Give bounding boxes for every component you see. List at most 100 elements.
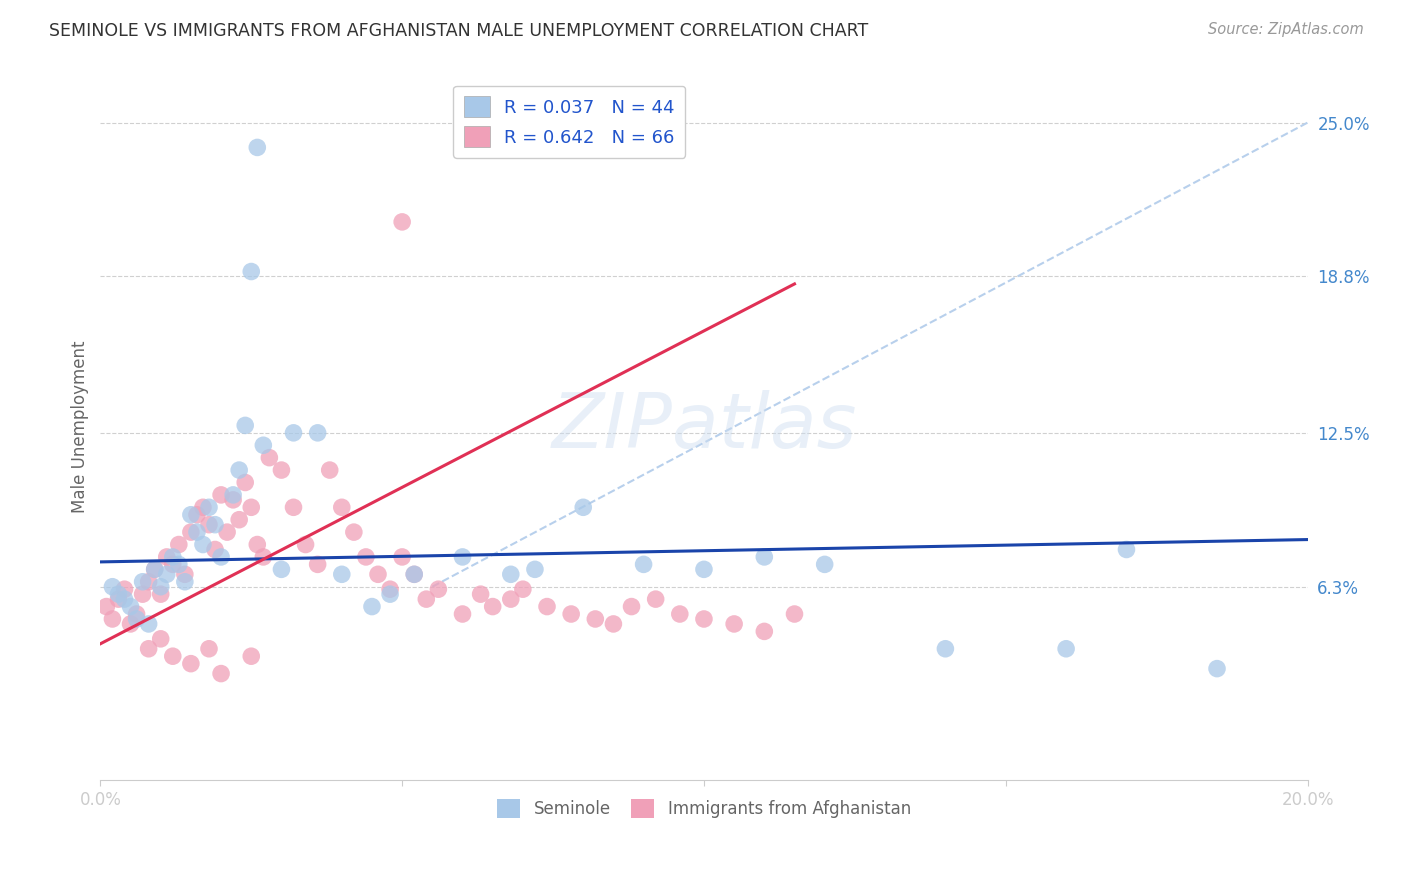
Point: [246, 537, 269, 551]
Point: [180, 508, 202, 522]
Point: [367, 567, 389, 582]
Point: [404, 567, 426, 582]
Point: [222, 488, 245, 502]
Point: [191, 500, 214, 515]
Point: [101, 580, 124, 594]
Point: [512, 582, 534, 597]
Point: [209, 666, 232, 681]
Point: [343, 525, 366, 540]
Point: [934, 641, 956, 656]
Point: [391, 215, 413, 229]
Point: [162, 649, 184, 664]
Point: [209, 549, 232, 564]
Point: [391, 549, 413, 564]
Point: [560, 607, 582, 621]
Point: [96, 599, 118, 614]
Point: [186, 508, 208, 522]
Point: [620, 599, 643, 614]
Point: [222, 492, 245, 507]
Point: [536, 599, 558, 614]
Point: [180, 525, 202, 540]
Point: [198, 517, 221, 532]
Point: [114, 592, 136, 607]
Point: [233, 475, 256, 490]
Point: [270, 463, 292, 477]
Point: [330, 500, 353, 515]
Point: [404, 567, 426, 582]
Point: [283, 425, 305, 440]
Point: [107, 587, 129, 601]
Point: [138, 616, 160, 631]
Point: [246, 140, 269, 154]
Point: [138, 641, 160, 656]
Point: [240, 649, 263, 664]
Point: [228, 463, 250, 477]
Point: [307, 558, 329, 572]
Point: [252, 549, 274, 564]
Point: [204, 542, 226, 557]
Point: [378, 587, 401, 601]
Point: [131, 587, 153, 601]
Point: [240, 500, 263, 515]
Point: [107, 592, 129, 607]
Point: [120, 616, 142, 631]
Point: [723, 616, 745, 631]
Point: [1206, 662, 1229, 676]
Point: [259, 450, 281, 465]
Point: [499, 592, 522, 607]
Point: [283, 500, 305, 515]
Point: [307, 425, 329, 440]
Point: [217, 525, 239, 540]
Point: [693, 612, 716, 626]
Point: [138, 574, 160, 589]
Point: [1115, 542, 1137, 557]
Point: [633, 558, 655, 572]
Point: [1054, 641, 1077, 656]
Point: [294, 537, 316, 551]
Point: [754, 549, 776, 564]
Point: [173, 567, 195, 582]
Point: [415, 592, 437, 607]
Point: [125, 612, 148, 626]
Point: [156, 567, 179, 582]
Legend: Seminole, Immigrants from Afghanistan: Seminole, Immigrants from Afghanistan: [491, 792, 918, 825]
Point: [451, 607, 474, 621]
Text: Source: ZipAtlas.com: Source: ZipAtlas.com: [1208, 22, 1364, 37]
Point: [186, 525, 208, 540]
Point: [427, 582, 450, 597]
Point: [252, 438, 274, 452]
Point: [354, 549, 377, 564]
Point: [143, 562, 166, 576]
Point: [162, 549, 184, 564]
Point: [114, 582, 136, 597]
Y-axis label: Male Unemployment: Male Unemployment: [72, 341, 89, 513]
Point: [191, 537, 214, 551]
Point: [149, 580, 172, 594]
Point: [240, 264, 263, 278]
Point: [754, 624, 776, 639]
Point: [180, 657, 202, 671]
Point: [783, 607, 806, 621]
Text: ZIPatlas: ZIPatlas: [551, 390, 856, 464]
Point: [167, 558, 190, 572]
Point: [204, 517, 226, 532]
Point: [149, 632, 172, 646]
Point: [814, 558, 837, 572]
Point: [644, 592, 666, 607]
Point: [149, 587, 172, 601]
Point: [131, 574, 153, 589]
Point: [101, 612, 124, 626]
Point: [198, 500, 221, 515]
Point: [378, 582, 401, 597]
Point: [162, 558, 184, 572]
Point: [173, 574, 195, 589]
Point: [330, 567, 353, 582]
Point: [209, 488, 232, 502]
Point: [583, 612, 606, 626]
Point: [319, 463, 342, 477]
Point: [156, 549, 179, 564]
Point: [602, 616, 624, 631]
Point: [167, 537, 190, 551]
Point: [572, 500, 595, 515]
Point: [125, 607, 148, 621]
